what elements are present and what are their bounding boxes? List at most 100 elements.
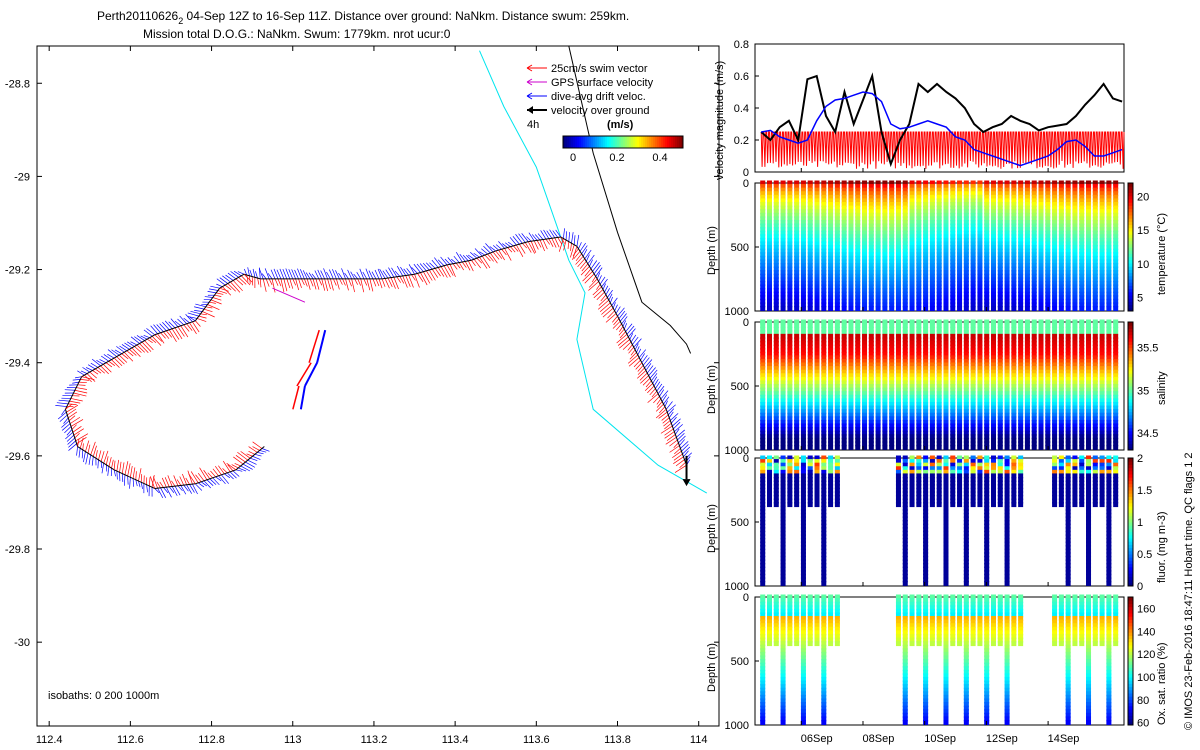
section-cell xyxy=(950,234,956,240)
section-cell xyxy=(807,423,813,429)
section-cell xyxy=(1045,284,1051,290)
section-cell xyxy=(909,187,915,193)
section-cell xyxy=(862,273,868,279)
section-cell xyxy=(862,255,868,261)
section-cell xyxy=(1024,277,1030,283)
section-cell xyxy=(855,333,861,339)
map-colorbar-cell xyxy=(669,136,672,148)
section-cell xyxy=(1065,302,1071,308)
section-cell xyxy=(1004,419,1010,425)
section-cell xyxy=(1045,344,1051,350)
section-cell xyxy=(1113,437,1119,443)
swim-vector xyxy=(74,432,80,439)
section-cell xyxy=(794,376,800,382)
section-cell xyxy=(916,305,922,311)
drift-vector xyxy=(388,267,395,278)
section-cell xyxy=(923,248,929,254)
section-cell xyxy=(1099,337,1105,343)
section-cell xyxy=(909,205,915,211)
section-cell xyxy=(929,237,935,243)
swim-vector xyxy=(237,451,248,461)
section-cell xyxy=(1004,341,1010,347)
map-colorbar-cell xyxy=(579,136,582,148)
section-cell xyxy=(794,391,800,397)
section-cell xyxy=(787,502,793,508)
section-cell xyxy=(902,205,908,211)
section-cell xyxy=(957,280,963,286)
section-cell xyxy=(868,266,874,272)
section-cell xyxy=(834,223,840,229)
section-cell xyxy=(1086,376,1092,382)
section-cell xyxy=(794,358,800,364)
section-cell xyxy=(1031,419,1037,425)
swim-vector xyxy=(673,456,684,464)
section-cell xyxy=(984,216,990,222)
section-cell xyxy=(1052,187,1058,193)
section-cell xyxy=(814,295,820,301)
section-cell xyxy=(957,376,963,382)
section-cell xyxy=(868,273,874,279)
section-cell xyxy=(1018,230,1024,236)
section-cell xyxy=(1099,248,1105,254)
section-cell xyxy=(997,277,1003,283)
section-cell xyxy=(800,455,806,461)
section-cell xyxy=(787,252,793,258)
section-cell xyxy=(1079,409,1085,415)
section-cell xyxy=(814,241,820,247)
section-cell xyxy=(1004,348,1010,354)
section-cell xyxy=(1045,358,1051,364)
swim-vector xyxy=(360,278,365,293)
section-cell xyxy=(1018,209,1024,215)
swim-vector xyxy=(327,278,331,290)
section-cell xyxy=(895,219,901,225)
section-cell xyxy=(807,277,813,283)
section-cell xyxy=(821,216,827,222)
section-cell xyxy=(970,305,976,311)
section-cell xyxy=(814,302,820,308)
section-cell xyxy=(943,230,949,236)
section-cell xyxy=(773,305,779,311)
section-cell xyxy=(767,305,773,311)
section-cell xyxy=(787,430,793,436)
section-cell xyxy=(1058,262,1064,268)
section-cell xyxy=(1106,423,1112,429)
section-cell xyxy=(1086,434,1092,440)
section-cell xyxy=(1024,241,1030,247)
swim-vector xyxy=(68,411,78,419)
section-cell xyxy=(794,202,800,208)
section-cell xyxy=(828,219,834,225)
swim-vector xyxy=(190,471,199,483)
section-cell xyxy=(1018,212,1024,218)
section-cell xyxy=(957,184,963,190)
swim-vector xyxy=(357,278,362,286)
section-cell xyxy=(1004,277,1010,283)
section-cell xyxy=(794,498,800,504)
section-cell xyxy=(1106,295,1112,301)
section-cell xyxy=(882,434,888,440)
section-cell xyxy=(957,252,963,258)
section-cell xyxy=(929,298,935,304)
section-cell xyxy=(868,241,874,247)
swim-vector xyxy=(656,398,662,405)
section-cell xyxy=(1052,212,1058,218)
section-cell xyxy=(868,252,874,258)
section-cell xyxy=(950,391,956,397)
section-cell xyxy=(1092,227,1098,233)
section-cell xyxy=(800,273,806,279)
drift-vector xyxy=(276,269,282,280)
swim-vector xyxy=(579,261,587,269)
drift-vector xyxy=(218,475,226,485)
section-cell xyxy=(767,212,773,218)
section-cell xyxy=(760,305,766,311)
section-cell xyxy=(868,212,874,218)
section-cell xyxy=(929,369,935,375)
section-cell xyxy=(923,277,929,283)
section-cell xyxy=(800,291,806,297)
section-cell xyxy=(1099,273,1105,279)
section-cell xyxy=(1045,333,1051,339)
section-cell xyxy=(814,444,820,450)
section-cell xyxy=(970,187,976,193)
section-cell xyxy=(1024,255,1030,261)
section-ytick-label: 1000 xyxy=(725,306,749,318)
section-cell xyxy=(977,227,983,233)
